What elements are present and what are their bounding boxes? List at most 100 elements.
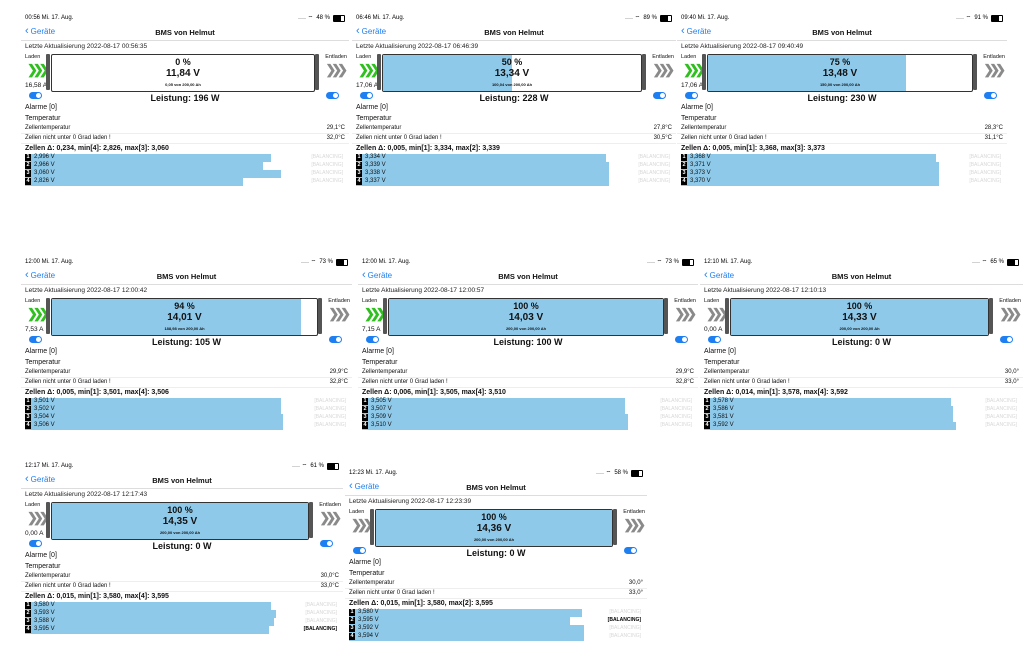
- cells-summary: Zellen Δ: 0,015, min[1]: 3,580, max[2]: …: [349, 600, 493, 607]
- wifi-icon: ···· ⌔: [596, 471, 612, 477]
- discharge-toggle[interactable]: [1000, 336, 1013, 343]
- nav-title: BMS von Helmut: [812, 27, 872, 37]
- back-label: Geräte: [709, 270, 735, 280]
- battery-percent: 58 %: [614, 470, 628, 476]
- status-bar: 00:56 Mi. 17. Aug. ···· ⌔ 48 %: [21, 12, 349, 24]
- no-charge-row: Zellen nicht unter 0 Grad laden ! 32,8°C: [358, 378, 698, 388]
- cell-voltage: 3,501 V: [34, 398, 55, 404]
- battery-percent-value: 100 %: [846, 301, 873, 311]
- battery-icon: [327, 462, 339, 470]
- battery-row: Laden ❯❯❯ 17,06 A Entladen ❯❯❯ 75 % 13,48 V 150…: [677, 52, 1007, 103]
- status-right: ···· ⌔ 58 %: [596, 469, 643, 477]
- power-value: 228 W: [522, 93, 549, 103]
- balancing-label: [BALANCING]: [609, 633, 641, 639]
- balancing-label: [BALANCING]: [311, 170, 343, 176]
- nav-title: BMS von Helmut: [152, 475, 212, 485]
- discharge-label: Entladen: [983, 54, 1005, 60]
- discharge-label: Entladen: [328, 298, 350, 304]
- cell-voltage-bar: [681, 178, 939, 186]
- alarms-label: Alarme [0]: [25, 348, 57, 355]
- cell-row: 2 3,507 V [BALANCING]: [362, 406, 694, 414]
- discharge-arrows-icon: ❯❯❯: [623, 517, 646, 532]
- cells-summary: Zellen Δ: 0,005, min[1]: 3,501, max[4]: …: [25, 389, 169, 396]
- discharge-arrows-icon: ❯❯❯: [325, 62, 348, 77]
- no-charge-row: Zellen nicht unter 0 Grad laden ! 31,1°C: [677, 134, 1007, 144]
- cell-voltage: 3,594 V: [358, 633, 379, 639]
- cell-voltage: 3,060 V: [34, 170, 55, 176]
- alarms-label: Alarme [0]: [704, 348, 736, 355]
- back-button[interactable]: ‹ Geräte: [362, 270, 392, 281]
- charge-toggle[interactable]: [685, 92, 698, 99]
- charge-label: Laden: [25, 502, 41, 508]
- battery-row: Laden ❯❯❯ 0,00 A Entladen ❯❯❯ 100 % 14,35 V 200…: [21, 500, 343, 551]
- charge-toggle[interactable]: [29, 336, 42, 343]
- back-button[interactable]: ‹ Geräte: [25, 474, 55, 485]
- cell-number: 4: [25, 178, 31, 185]
- cell-number: 3: [349, 625, 355, 632]
- charge-toggle[interactable]: [353, 547, 366, 554]
- no-charge-label: Zellen nicht unter 0 Grad laden !: [349, 590, 435, 596]
- power-readout: Leistung: 100 W: [358, 337, 698, 347]
- charge-arrows-icon: ❯❯❯: [364, 306, 387, 321]
- discharge-toggle[interactable]: [653, 92, 666, 99]
- back-button[interactable]: ‹ Geräte: [681, 26, 711, 37]
- back-button[interactable]: ‹ Geräte: [704, 270, 735, 281]
- cell-voltage-bar: [349, 609, 582, 617]
- charge-toggle[interactable]: [29, 92, 42, 99]
- cell-voltage-bar: [25, 170, 281, 178]
- cell-row: 1 3,580 V [BALANCING]: [25, 602, 339, 610]
- temperature-label: Temperatur: [25, 115, 61, 122]
- nav-title: BMS von Helmut: [155, 27, 215, 37]
- cell-row: 2 3,371 V [BALANCING]: [681, 162, 1003, 170]
- last-update: Letzte Aktualisierung 2022-08-17 09:40:4…: [677, 41, 1007, 50]
- charge-toggle[interactable]: [366, 336, 379, 343]
- back-button[interactable]: ‹ Geräte: [25, 270, 55, 281]
- cell-number: 4: [25, 422, 31, 429]
- wifi-icon: ···· ⌔: [292, 464, 308, 470]
- cell-row: 4 3,594 V [BALANCING]: [349, 633, 643, 641]
- cells-summary: Zellen Δ: 0,006, min[1]: 3,505, max[4]: …: [362, 389, 506, 396]
- cell-voltage-bar: [681, 170, 939, 178]
- cell-temperature-row: Zellentemperatur 29,9°C: [358, 368, 698, 378]
- battery-fill: [52, 503, 308, 539]
- status-time: 12:00 Mi. 17. Aug.: [362, 259, 411, 265]
- cell-number: 4: [704, 422, 710, 429]
- cell-row: 4 3,337 V [BALANCING]: [356, 178, 672, 186]
- back-button[interactable]: ‹ Geräte: [349, 481, 379, 492]
- app-screenshot: 00:56 Mi. 17. Aug. ···· ⌔ 48 % ‹ Geräte BMS v…: [21, 12, 349, 212]
- discharge-toggle[interactable]: [984, 92, 997, 99]
- battery-icon: [631, 469, 643, 477]
- no-charge-value: 30,5°C: [653, 135, 672, 141]
- charge-toggle[interactable]: [29, 540, 42, 547]
- discharge-label: Entladen: [319, 502, 341, 508]
- balancing-label: [BALANCING]: [985, 414, 1017, 420]
- battery-capacity: 188,98 von 200,00 Ah: [164, 326, 205, 331]
- discharge-toggle[interactable]: [329, 336, 342, 343]
- power-value: 230 W: [850, 93, 877, 103]
- balancing-label: [BALANCING]: [314, 422, 346, 428]
- power-label: Leistung:: [150, 93, 191, 103]
- battery-voltage: 13,34 V: [494, 68, 530, 79]
- balancing-label: [BALANCING]: [638, 170, 670, 176]
- cell-temperature-value: 29,9°C: [675, 369, 694, 375]
- cell-temperature-value: 30,0°C: [320, 573, 339, 579]
- discharge-toggle[interactable]: [624, 547, 637, 554]
- back-label: Geräte: [361, 26, 387, 36]
- charge-toggle[interactable]: [708, 336, 721, 343]
- charge-toggle[interactable]: [360, 92, 373, 99]
- cell-voltage-bar: [704, 398, 951, 406]
- discharge-toggle[interactable]: [326, 92, 339, 99]
- discharge-toggle[interactable]: [320, 540, 333, 547]
- back-button[interactable]: ‹ Geräte: [25, 26, 55, 37]
- cell-voltage: 3,592 V: [713, 422, 734, 428]
- battery-percent-value: 100 %: [481, 512, 507, 522]
- no-charge-value: 33,0°C: [320, 583, 339, 589]
- cell-row: 1 3,501 V [BALANCING]: [25, 398, 348, 406]
- discharge-toggle[interactable]: [675, 336, 688, 343]
- back-button[interactable]: ‹ Geräte: [356, 26, 387, 37]
- last-update: Letzte Aktualisierung 2022-08-17 12:17:4…: [21, 489, 343, 498]
- nav-bar: ‹ Geräte BMS von Helmut: [358, 268, 698, 285]
- balancing-label: [BALANCING]: [660, 398, 692, 404]
- cell-temperature-label: Zellentemperatur: [25, 573, 71, 579]
- cell-voltage: 3,507 V: [371, 406, 392, 412]
